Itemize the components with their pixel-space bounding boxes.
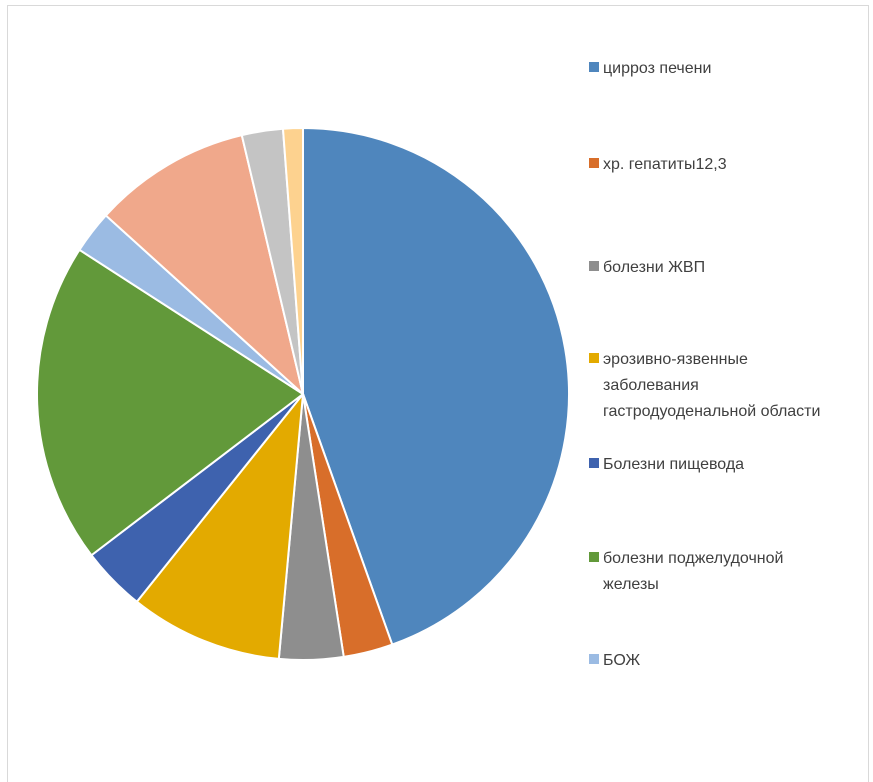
legend-label: Болезни пищевода xyxy=(603,456,745,473)
pie-slice-4 xyxy=(135,393,304,660)
legend-item: Болезни пищевода xyxy=(589,452,833,478)
legend-label: хр. гепатиты12,3 xyxy=(603,156,727,173)
legend-item: болезни поджелудочной железы xyxy=(589,546,833,598)
pie-slice-10 xyxy=(281,126,304,395)
legend-swatch xyxy=(589,353,599,363)
legend-label: болезни поджелудочной железы xyxy=(603,550,784,593)
pie-slice-6 xyxy=(36,248,304,557)
legend-item: цирроз печени xyxy=(589,56,833,82)
legend-label: БОЖ xyxy=(603,652,641,669)
legend-label: болезни ЖВП xyxy=(603,259,706,276)
legend-swatch xyxy=(589,62,599,72)
legend-label: эрозивно-язвенные заболевания гастродуод… xyxy=(603,351,821,420)
legend-swatch xyxy=(589,261,599,271)
legend-item: хр. гепатиты12,3 xyxy=(589,152,833,178)
pie-slice-8 xyxy=(104,134,304,395)
legend-label: цирроз печени xyxy=(603,60,712,77)
legend-swatch xyxy=(589,552,599,562)
chart-frame xyxy=(7,5,869,782)
legend-item: БОЖ xyxy=(589,648,833,674)
legend-item: эрозивно-язвенные заболевания гастродуод… xyxy=(589,347,833,425)
pie-slice-1 xyxy=(302,127,571,646)
legend-item: болезни ЖВП xyxy=(589,255,833,281)
legend-swatch xyxy=(589,654,599,664)
legend-swatch xyxy=(589,158,599,168)
legend-swatch xyxy=(589,458,599,468)
